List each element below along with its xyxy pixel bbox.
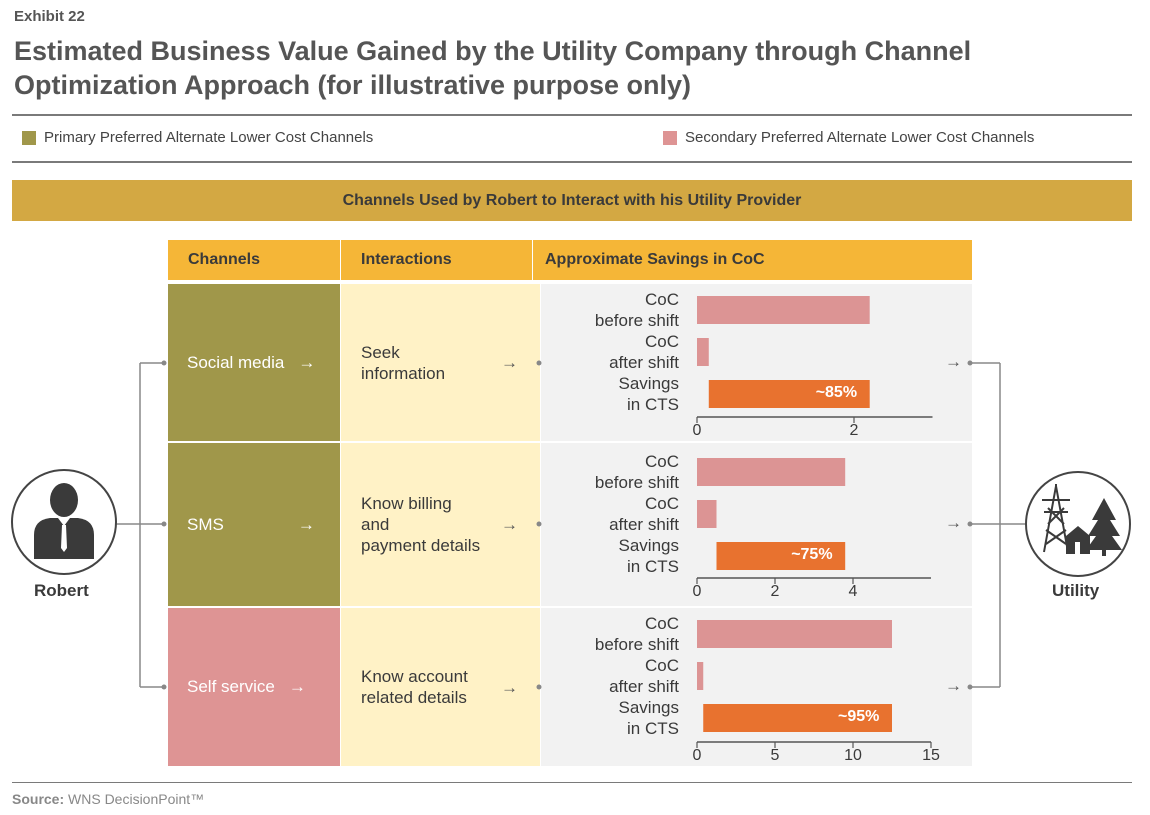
bar-savings [708, 380, 870, 408]
bar-category-label: Savings in CTS [618, 698, 679, 738]
connector-dot [161, 360, 167, 366]
legend-secondary-swatch [663, 130, 677, 145]
legend-primary: Primary Preferred Alternate Lower Cost C… [22, 129, 373, 146]
interaction-label: Know account related details [361, 667, 468, 707]
right-connectors [972, 362, 1026, 688]
source-note: Source: WNS DecisionPoint™ [12, 791, 204, 807]
bar-category-label: CoC after shift [609, 656, 679, 696]
arrow-icon: → [945, 676, 962, 695]
bar-after [697, 338, 709, 366]
connector-dot [536, 360, 542, 366]
utility-icon [1025, 471, 1131, 577]
header-savings: Approximate Savings in CoC [533, 240, 972, 280]
bar-category-label: CoC after shift [609, 332, 679, 372]
arrow-icon: → [298, 352, 316, 372]
legend-primary-swatch [22, 130, 36, 145]
interaction-cell: Know account related details → [341, 608, 540, 766]
left-connectors [116, 362, 164, 688]
person-icon [11, 469, 117, 575]
arrow-icon: → [288, 677, 306, 696]
bar-before [697, 296, 870, 324]
arrow-icon: → [501, 353, 518, 372]
x-tick-label: 0 [692, 422, 702, 439]
savings-percent-label: ~85% [815, 384, 858, 401]
savings-percent-label: ~75% [791, 546, 833, 563]
bottom-divider [12, 782, 1132, 783]
x-tick-label: 0 [692, 583, 702, 600]
banner: Channels Used by Robert to Interact with… [12, 180, 1132, 221]
channel-self-service: Self service → [168, 608, 340, 766]
channel-label: Self service [187, 677, 275, 696]
x-tick-label: 15 [922, 747, 940, 764]
interaction-cell: Know billing and payment details → [341, 443, 540, 606]
channel-social-media: Social media → [168, 284, 340, 441]
bar-after [697, 500, 717, 528]
connector-dot [536, 521, 542, 527]
bar-before [697, 620, 892, 648]
bar-category-label: CoC after shift [609, 494, 679, 534]
x-tick-label: 0 [692, 747, 702, 764]
person-label: Robert [34, 581, 89, 600]
arrow-icon: → [297, 514, 315, 534]
interaction-label: Know billing and payment details [361, 494, 481, 555]
arrow-icon: → [945, 352, 962, 371]
interaction-label: Seek information [361, 342, 446, 383]
arrow-icon: → [501, 515, 518, 534]
connector-dot [967, 360, 973, 366]
bar-category-label: Savings in CTS [618, 374, 679, 414]
bar-before [697, 458, 846, 486]
legend-secondary-label: Secondary Preferred Alternate Lower Cost… [685, 129, 1035, 146]
interaction-cell: Seek information → [341, 284, 540, 441]
x-tick-label: 5 [770, 747, 780, 764]
arrow-icon: → [945, 513, 962, 532]
page-title: Estimated Business Value Gained by the U… [14, 36, 972, 100]
connector-dot [536, 684, 542, 690]
x-tick-label: 2 [770, 583, 780, 600]
channel-label: SMS [187, 514, 224, 534]
bar-category-label: CoC before shift [594, 614, 679, 654]
header-channels: Channels [168, 240, 340, 280]
savings-percent-label: ~95% [838, 708, 880, 725]
connector-dot [161, 684, 167, 690]
bar-after [697, 662, 704, 690]
top-divider [12, 114, 1132, 116]
legend-primary-label: Primary Preferred Alternate Lower Cost C… [44, 129, 374, 146]
x-tick-label: 10 [844, 747, 862, 764]
utility-label: Utility [1052, 581, 1100, 600]
bar-savings [716, 542, 846, 570]
bar-category-label: Savings in CTS [618, 536, 679, 576]
x-tick-label: 4 [848, 583, 858, 600]
bar-category-label: CoC before shift [594, 290, 679, 330]
connector-dot [967, 684, 973, 690]
channel-label: Social media [187, 352, 285, 372]
legend-divider [12, 161, 1132, 163]
source-text: WNS DecisionPoint™ [68, 791, 205, 807]
header-interactions: Interactions [341, 240, 532, 280]
legend-secondary: Secondary Preferred Alternate Lower Cost… [663, 129, 1034, 146]
exhibit-label: Exhibit 22 [14, 8, 85, 25]
bar-category-label: CoC before shift [594, 452, 679, 492]
channel-sms: SMS → [168, 443, 340, 606]
arrow-icon: → [501, 677, 518, 697]
x-tick-label: 2 [849, 422, 859, 439]
connector-dot [967, 521, 973, 527]
source-label: Source: [12, 791, 65, 807]
bar-savings [703, 704, 892, 732]
connector-dot [161, 521, 167, 527]
